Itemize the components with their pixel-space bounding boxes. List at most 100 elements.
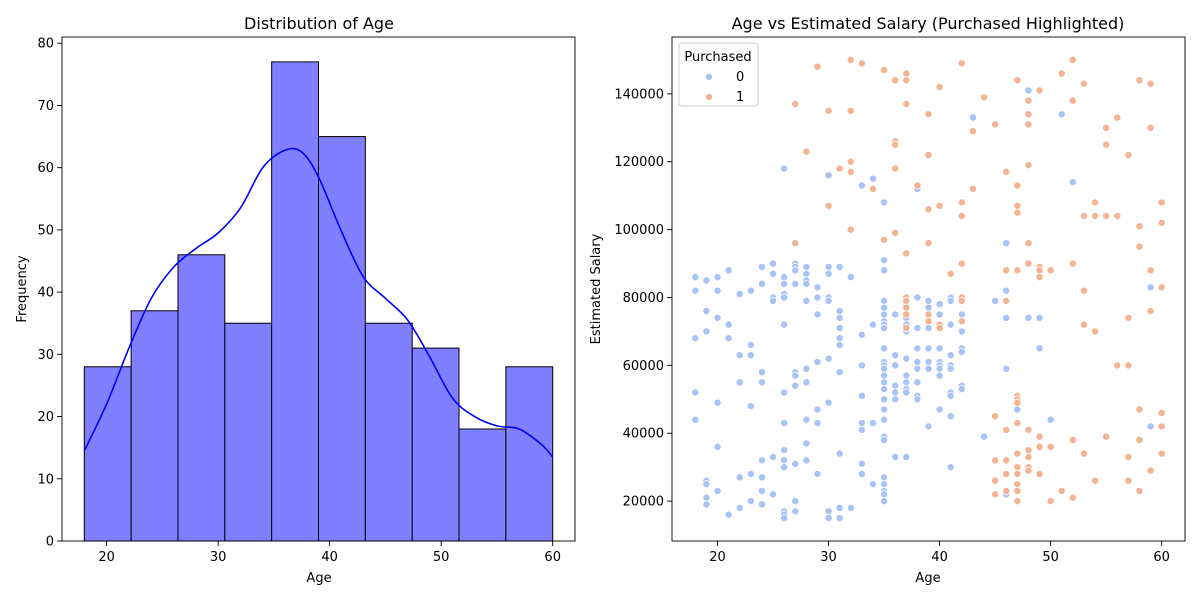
scatter-point-purchased-0 [835,307,844,316]
scatter-point-purchased-1 [1035,273,1044,282]
scatter-point-purchased-0 [891,453,900,461]
scatter-point-purchased-0 [813,283,822,292]
scatter-point-purchased-0 [824,296,833,305]
scatter-point-purchased-0 [713,273,722,282]
scatter-point-purchased-1 [1124,361,1133,370]
kde-curve [83,147,554,458]
scatter-point-purchased-0 [813,310,822,319]
scatter-point-purchased-1 [1035,86,1044,95]
x-tick-label: 20 [98,550,115,565]
scatter-point-purchased-1 [1124,313,1133,322]
scatter-point-purchased-0 [913,364,922,373]
scatter-point-purchased-0 [935,371,944,380]
scatter-point-purchased-1 [957,317,966,326]
scatter-point-purchased-1 [902,303,911,312]
scatter-point-purchased-0 [846,273,855,282]
scatter-point-purchased-1 [1002,266,1011,275]
scatter-point-purchased-0 [1035,313,1044,322]
scatter-point-purchased-0 [724,266,733,275]
x-tick-label: 40 [321,550,338,565]
histogram-title: Distribution of Age [244,14,394,33]
histogram-bar [83,366,132,542]
scatter-point-purchased-0 [735,378,744,387]
scatter-point-purchased-0 [802,415,811,424]
scatter-x-label: Age [915,571,940,586]
scatter-point-purchased-1 [1091,327,1100,336]
scatter-point-purchased-0 [1024,86,1033,95]
histogram-y-label: Frequency [15,255,30,322]
scatter-point-purchased-0 [946,296,955,305]
x-tick-label: 60 [544,550,561,565]
scatter-point-purchased-0 [791,381,800,390]
scatter-point-purchased-0 [957,385,966,394]
scatter-point-purchased-1 [924,150,933,159]
y-tick-label: 10 [37,472,54,487]
scatter-point-purchased-0 [891,310,900,319]
scatter-point-purchased-0 [857,459,866,468]
x-tick-label: 50 [433,550,450,565]
scatter-point-purchased-0 [780,293,789,302]
scatter-point-purchased-1 [913,181,922,190]
histogram-bar [505,366,554,542]
histogram-bar [130,310,179,542]
scatter-point-purchased-0 [1002,286,1011,295]
scatter-point-purchased-0 [880,480,889,489]
scatter-point-purchased-1 [1002,456,1011,465]
scatter-point-purchased-0 [791,371,800,380]
scatter-point-purchased-0 [869,480,877,489]
scatter-point-purchased-0 [880,266,889,275]
histogram-plot-frame [61,36,576,542]
scatter-point-purchased-0 [746,351,755,360]
scatter-point-purchased-0 [880,405,889,414]
scatter-point-purchased-1 [1046,266,1055,275]
scatter-point-purchased-1 [1013,449,1022,458]
scatter-point-purchased-0 [857,330,866,339]
scatter-point-purchased-0 [702,327,711,336]
scatter-point-purchased-0 [1013,405,1022,414]
scatter-x-ticks: 20 30 40 50 60 [709,541,1170,565]
scatter-point-purchased-1 [902,310,911,319]
scatter-point-purchased-0 [880,497,889,506]
scatter-point-purchased-0 [780,514,789,523]
scatter-point-purchased-0 [869,320,877,329]
scatter-point-purchased-1 [791,100,800,109]
scatter-point-purchased-1 [968,184,977,193]
scatter-point-purchased-0 [813,405,822,414]
histogram-bar [177,254,226,542]
scatter-point-purchased-0 [824,269,833,278]
scatter-point-purchased-1 [935,83,944,92]
scatter-point-purchased-0 [980,432,988,441]
scatter-point-purchased-1 [957,198,966,207]
x-tick-label: 50 [1042,550,1059,565]
scatter-point-purchased-1 [1146,123,1155,132]
scatter-point-purchased-1 [1124,453,1133,461]
scatter-point-purchased-0 [880,371,889,380]
scatter-point-purchased-0 [946,412,955,421]
scatter-point-purchased-1 [1068,493,1077,502]
scatter-point-purchased-0 [746,341,755,349]
scatter-point-purchased-1 [846,225,855,234]
scatter-point-purchased-1 [1124,150,1133,159]
scatter-point-purchased-1 [1079,449,1088,458]
scatter-point-purchased-1 [891,140,900,149]
scatter-point-purchased-0 [802,296,811,305]
scatter-point-purchased-1 [1013,480,1022,489]
x-tick-label: 20 [709,550,726,565]
scatter-point-purchased-1 [1135,436,1144,445]
scatter-point-purchased-0 [946,364,955,373]
scatter-point-purchased-0 [891,395,900,404]
scatter-point-purchased-1 [946,269,955,278]
scatter-point-purchased-1 [1157,198,1166,207]
scatter-point-purchased-0 [935,364,944,373]
scatter-point-purchased-1 [880,66,889,75]
scatter-point-purchased-0 [702,493,711,502]
scatter-point-purchased-1 [1135,222,1144,231]
scatter-point-purchased-1 [1035,266,1044,275]
scatter-point-purchased-1 [957,296,966,305]
scatter-point-purchased-0 [857,361,866,370]
scatter-point-purchased-0 [724,334,733,343]
scatter-point-purchased-0 [824,171,833,180]
scatter-point-purchased-0 [913,324,922,333]
scatter-point-purchased-0 [1002,364,1011,373]
scatter-point-purchased-0 [880,198,889,207]
